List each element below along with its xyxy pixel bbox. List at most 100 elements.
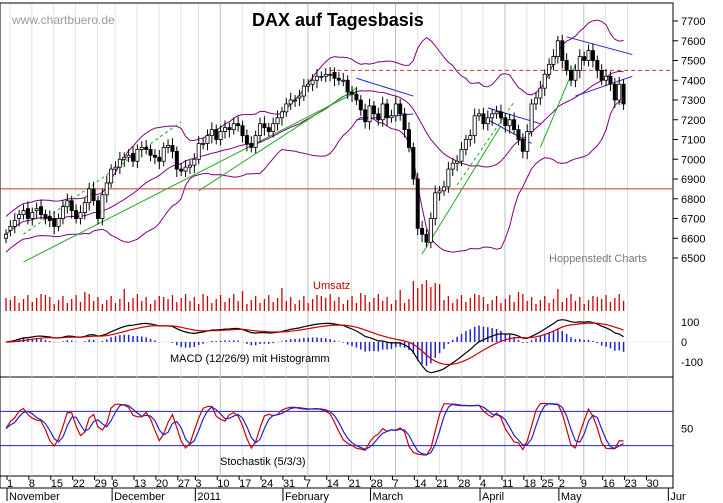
candle-body xyxy=(113,166,118,170)
date-tick-label: 28 xyxy=(458,478,470,490)
candle-body xyxy=(209,129,214,136)
candle-body xyxy=(428,218,433,243)
candle-body xyxy=(56,218,61,227)
horizontal-reference-lines xyxy=(0,69,673,190)
candle-body xyxy=(100,194,105,219)
price-tick-label: 7700 xyxy=(681,16,705,28)
candle-body xyxy=(262,123,267,129)
candle-body xyxy=(43,214,48,219)
candle-body xyxy=(131,152,136,162)
date-tick-label: 29 xyxy=(95,478,107,490)
candle-body xyxy=(117,158,122,168)
chart-frame xyxy=(0,2,674,489)
date-tick-label: 15 xyxy=(51,478,63,490)
month-label: December xyxy=(114,491,165,503)
candle-body xyxy=(332,71,337,79)
stochastic-tick-label: 50 xyxy=(681,424,693,436)
candle-body xyxy=(533,97,538,105)
candle-body xyxy=(271,123,276,132)
candle-body xyxy=(542,73,547,89)
candle-body xyxy=(170,145,175,152)
candle-body xyxy=(69,200,74,212)
price-tick-label: 7100 xyxy=(681,135,705,147)
price-axis: 6500 6600 6700 6800 6900 7000 7100 7200 7300 7400… xyxy=(673,16,705,436)
candle-body xyxy=(161,146,166,162)
candle-body xyxy=(420,227,425,235)
candle-body xyxy=(126,154,131,158)
candle-body xyxy=(288,99,293,105)
candle-body xyxy=(218,131,223,140)
candle-body xyxy=(157,156,162,162)
candle-body xyxy=(582,56,587,61)
candle-body xyxy=(547,64,552,75)
candle-body xyxy=(152,154,157,158)
month-label: Jur xyxy=(670,491,686,503)
candle-body xyxy=(328,73,333,76)
candle-body xyxy=(551,56,556,65)
candle-body xyxy=(468,135,473,140)
candle-body xyxy=(17,214,22,219)
date-tick-label: 13 xyxy=(134,478,146,490)
month-label: 2011 xyxy=(197,491,221,503)
bollinger-lower xyxy=(5,100,624,253)
candle-body xyxy=(179,168,184,172)
candle-body xyxy=(192,158,197,166)
date-tick-label: 8 xyxy=(29,478,35,490)
candle-body xyxy=(525,131,530,152)
candle-body xyxy=(564,60,569,71)
candle-body xyxy=(371,105,376,115)
candle-body xyxy=(424,233,429,243)
candle-body xyxy=(39,206,44,215)
candle-body xyxy=(139,146,144,150)
candle-body xyxy=(30,212,35,219)
date-tick-label: 7 xyxy=(392,478,398,490)
candle-body xyxy=(95,200,100,219)
candle-body xyxy=(560,40,565,61)
candle-body xyxy=(621,83,626,105)
candle-body xyxy=(205,135,210,144)
macd-panel xyxy=(0,319,673,374)
candle-body xyxy=(284,103,289,113)
candle-body xyxy=(569,69,574,81)
candle-body xyxy=(74,210,79,219)
date-tick-label: 9 xyxy=(581,478,587,490)
candlesticks xyxy=(4,34,626,249)
date-tick-label: 6 xyxy=(112,478,118,490)
candle-body xyxy=(82,202,87,213)
candle-body xyxy=(201,143,206,145)
candle-body xyxy=(459,148,464,162)
candle-body xyxy=(341,79,346,82)
candle-body xyxy=(406,129,411,148)
macd-tick-label: -100 xyxy=(681,357,703,369)
candle-body xyxy=(455,160,460,164)
month-label: November xyxy=(9,491,60,503)
candle-body xyxy=(21,210,26,215)
candle-body xyxy=(144,146,149,150)
trend-support-march xyxy=(421,125,502,255)
candle-body xyxy=(350,91,355,95)
month-label: March xyxy=(373,491,404,503)
macd-signal-line xyxy=(5,322,624,366)
candle-body xyxy=(590,50,595,61)
date-tick-label: 14 xyxy=(414,478,426,490)
candle-body xyxy=(266,127,271,133)
candle-body xyxy=(604,75,609,81)
candle-body xyxy=(227,127,232,131)
candle-body xyxy=(122,156,127,160)
trend-support-jan xyxy=(198,87,357,192)
candle-body xyxy=(481,113,486,125)
date-tick-label: 23 xyxy=(625,478,637,490)
candle-body xyxy=(512,119,517,131)
candle-body xyxy=(306,83,311,87)
date-tick-label: 10 xyxy=(217,478,229,490)
candle-body xyxy=(599,69,604,81)
candle-body xyxy=(608,75,613,85)
candle-body xyxy=(573,69,578,81)
date-tick-label: 25 xyxy=(541,478,553,490)
month-label: May xyxy=(561,491,582,503)
candle-body xyxy=(187,164,192,168)
candle-body xyxy=(498,111,503,119)
candle-body xyxy=(555,40,560,57)
price-tick-label: 7500 xyxy=(681,56,705,68)
candle-body xyxy=(4,233,9,239)
